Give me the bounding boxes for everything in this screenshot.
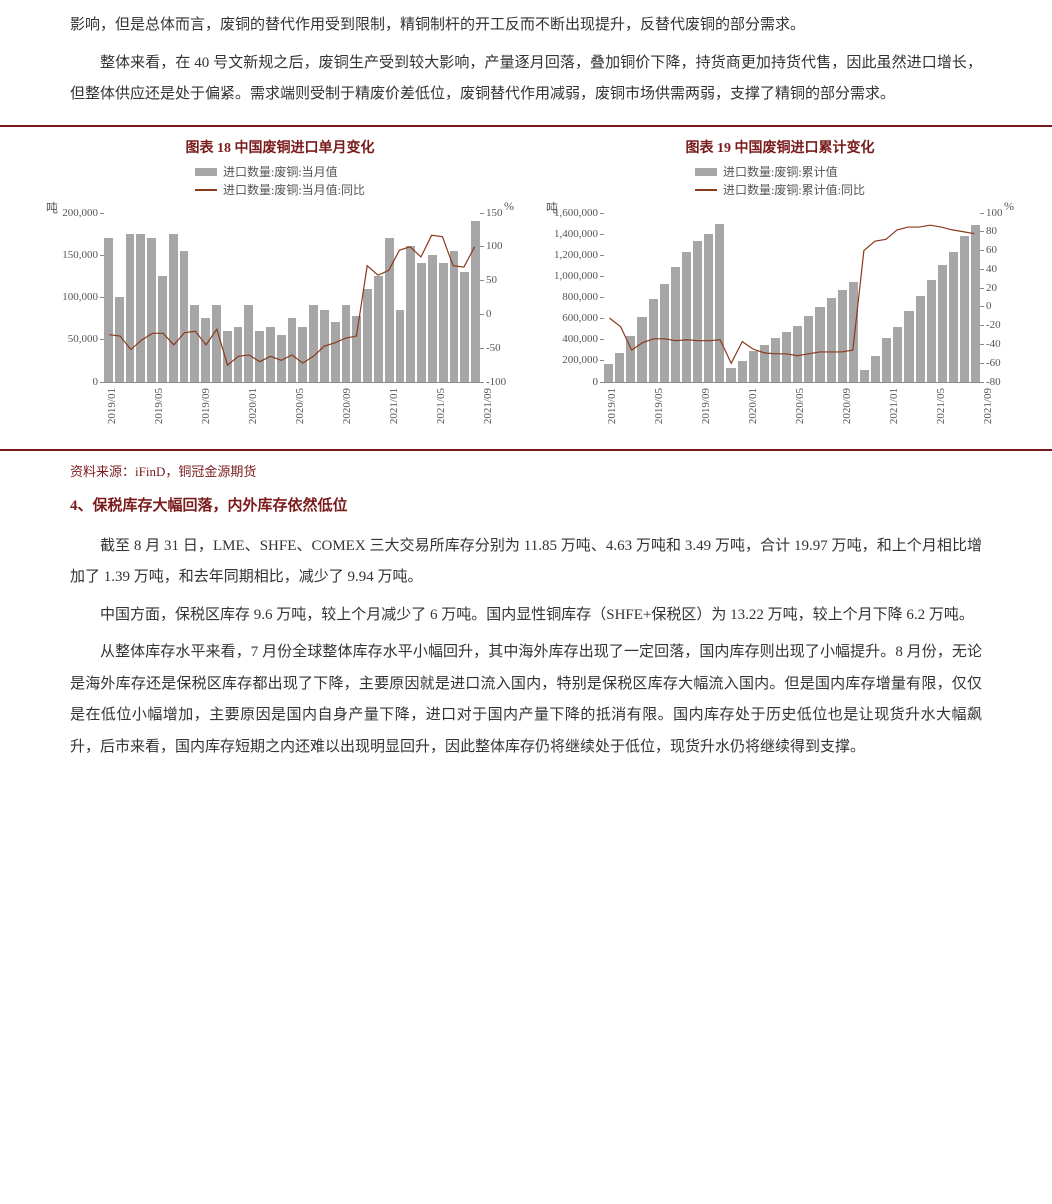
legend-bar-swatch (195, 168, 217, 176)
ytick-left: 600,000 (562, 312, 604, 324)
xlabel: 2019/09 (700, 388, 712, 424)
xlabel: 2021/09 (482, 388, 494, 424)
xlabel: 2021/01 (888, 388, 900, 424)
legend-line-label: 进口数量:废铜:累计值:同比 (723, 181, 865, 199)
para-2: 整体来看，在 40 号文新规之后，废铜生产受到较大影响，产量逐月回落，叠加铜价下… (70, 48, 982, 111)
chart-19-legend: 进口数量:废铜:累计值 进口数量:废铜:累计值:同比 (695, 163, 865, 199)
xlabel: 2020/05 (294, 388, 306, 424)
xlabel: 2020/09 (841, 388, 853, 424)
body2-p3: 从整体库存水平来看，7 月份全球整体库存水平小幅回升，其中海外库存出现了一定回落… (70, 637, 982, 763)
chart-18-title: 图表 18 中国废铜进口单月变化 (186, 137, 375, 157)
divider-top (0, 125, 1052, 127)
ytick-left: 1,200,000 (554, 249, 604, 261)
chart-18-unit-right: % (504, 199, 514, 214)
legend-bar-label: 进口数量:废铜:累计值 (723, 163, 838, 181)
body2-p1: 截至 8 月 31 日，LME、SHFE、COMEX 三大交易所库存分别为 11… (70, 531, 982, 594)
legend-bar-label: 进口数量:废铜:当月值 (223, 163, 338, 181)
ytick-left: 400,000 (562, 333, 604, 345)
chart-18-line (104, 213, 480, 382)
xlabel: 2020/05 (794, 388, 806, 424)
ytick-left: 1,400,000 (554, 228, 604, 240)
chart-18: 图表 18 中国废铜进口单月变化 进口数量:废铜:当月值 进口数量:废铜:当月值… (40, 133, 520, 443)
chart-19-xlabels: 2019/01 2019/05 2019/09 2020/01 2020/05 2020/… (604, 382, 980, 442)
ytick-left: 1,000,000 (554, 270, 604, 282)
xlabel: 2021/09 (982, 388, 994, 424)
legend-line-swatch (695, 189, 717, 191)
chart-18-unit-left: 吨 (46, 199, 58, 216)
section-head-4: 4、保税库存大幅回落，内外库存依然低位 (70, 494, 982, 515)
ytick-left: 150,000 (62, 249, 104, 261)
chart-19-unit-right: % (1004, 199, 1014, 214)
chart-18-plot: 2019/012019/052019/092020/012020/052020/… (104, 213, 480, 383)
xlabel: 2020/09 (341, 388, 353, 424)
chart-18-legend: 进口数量:废铜:当月值 进口数量:废铜:当月值:同比 (195, 163, 365, 199)
chart-19-title: 图表 19 中国废铜进口累计变化 (686, 137, 875, 157)
ytick-left: 200,000 (562, 354, 604, 366)
chart-18-xlabels: 2019/01 2019/05 2019/09 2020/01 2020/05 2020/… (104, 382, 480, 442)
charts-row: 图表 18 中国废铜进口单月变化 进口数量:废铜:当月值 进口数量:废铜:当月值… (40, 133, 1012, 443)
para-1: 影响，但是总体而言，废铜的替代作用受到限制，精铜制杆的开工反而不断出现提升，反替… (70, 10, 982, 42)
chart-18-box: 进口数量:废铜:当月值 进口数量:废铜:当月值:同比 吨 % 2019/01 20… (40, 163, 520, 443)
xlabel: 2019/05 (653, 388, 665, 424)
xlabel: 2021/01 (388, 388, 400, 424)
chart-19-box: 进口数量:废铜:累计值 进口数量:废铜:累计值:同比 吨 % 2019/0120… (540, 163, 1020, 443)
body2-p2: 中国方面，保税区库存 9.6 万吨，较上个月减少了 6 万吨。国内显性铜库存（S… (70, 600, 982, 632)
ytick-left: 1,600,000 (554, 207, 604, 219)
chart-19: 图表 19 中国废铜进口累计变化 进口数量:废铜:累计值 进口数量:废铜:累计值… (540, 133, 1020, 443)
xlabel: 2021/05 (435, 388, 447, 424)
xlabel: 2021/05 (935, 388, 947, 424)
ytick-left: 50,000 (68, 333, 104, 345)
legend-line-swatch (195, 189, 217, 191)
xlabel: 2019/01 (106, 388, 118, 424)
legend-bar-swatch (695, 168, 717, 176)
xlabel: 2020/01 (747, 388, 759, 424)
ytick-left: 200,000 (62, 207, 104, 219)
xlabel: 2019/09 (200, 388, 212, 424)
xlabel: 2019/05 (153, 388, 165, 424)
chart-19-plot: 2019/012019/052019/092020/012020/052020/… (604, 213, 980, 383)
xlabel: 2019/01 (606, 388, 618, 424)
ytick-left: 800,000 (562, 291, 604, 303)
source-line: 资料来源：iFinD，铜冠金源期货 (70, 461, 982, 480)
ytick-left: 100,000 (62, 291, 104, 303)
chart-19-line (604, 213, 980, 382)
xlabel: 2020/01 (247, 388, 259, 424)
legend-line-label: 进口数量:废铜:当月值:同比 (223, 181, 365, 199)
divider-bottom (0, 449, 1052, 451)
